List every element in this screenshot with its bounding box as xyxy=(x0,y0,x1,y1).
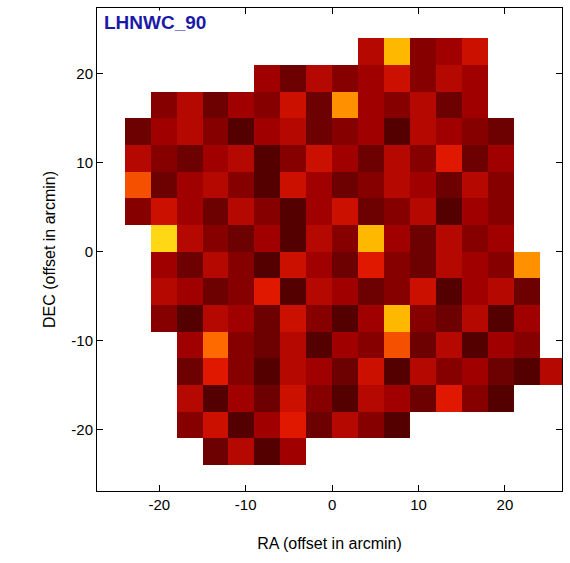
svg-text:-10: -10 xyxy=(235,496,257,513)
svg-text:0: 0 xyxy=(328,496,336,513)
svg-text:-20: -20 xyxy=(148,496,170,513)
svg-text:20: 20 xyxy=(76,65,93,82)
svg-text:RA (offset in arcmin): RA (offset in arcmin) xyxy=(257,535,402,552)
svg-text:LHNWC_90: LHNWC_90 xyxy=(104,12,206,33)
svg-text:-10: -10 xyxy=(71,332,93,349)
svg-text:-20: -20 xyxy=(71,421,93,438)
svg-text:20: 20 xyxy=(497,496,514,513)
svg-text:10: 10 xyxy=(410,496,427,513)
svg-text:DEC (offset in arcmin): DEC (offset in arcmin) xyxy=(41,171,58,328)
svg-text:10: 10 xyxy=(76,154,93,171)
svg-text:0: 0 xyxy=(85,243,93,260)
